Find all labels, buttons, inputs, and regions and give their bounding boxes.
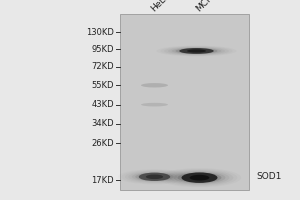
Ellipse shape [146,175,163,179]
Ellipse shape [176,48,218,54]
Text: SOD1: SOD1 [256,172,282,181]
Ellipse shape [187,49,206,53]
Text: 130KD: 130KD [86,28,114,37]
Text: 43KD: 43KD [92,100,114,109]
Ellipse shape [179,48,214,54]
Ellipse shape [174,172,225,184]
Ellipse shape [141,83,168,87]
Text: 34KD: 34KD [92,119,114,129]
Ellipse shape [139,173,170,181]
Bar [120,14,249,190]
Ellipse shape [132,172,177,182]
Text: 95KD: 95KD [92,45,114,54]
Text: 17KD: 17KD [92,176,114,185]
Ellipse shape [182,172,218,183]
Text: 55KD: 55KD [92,81,114,90]
Text: MCF-7: MCF-7 [195,0,221,13]
Ellipse shape [178,173,221,183]
Ellipse shape [141,103,168,106]
Text: 26KD: 26KD [92,139,114,148]
Ellipse shape [135,173,174,181]
Ellipse shape [190,175,209,181]
Ellipse shape [172,48,221,54]
Text: HeLa: HeLa [150,0,172,13]
Text: 72KD: 72KD [92,62,114,71]
